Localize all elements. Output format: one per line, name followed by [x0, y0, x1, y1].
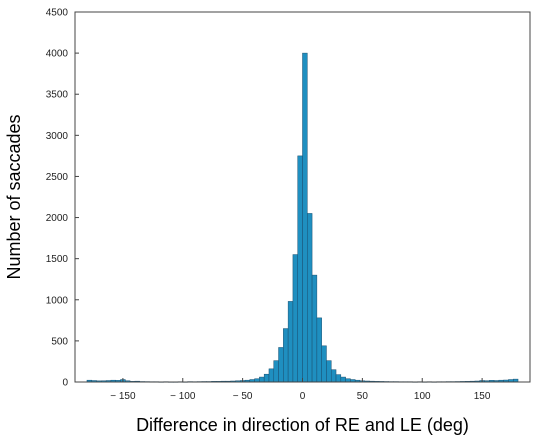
x-tick-label: 50 [357, 391, 369, 402]
y-tick-label: 2500 [46, 172, 69, 183]
y-axis-ticks: 0 500 1000 1500 2000 2500 3000 3500 4000 4500 [46, 8, 79, 389]
histogram-bar [335, 374, 342, 383]
histogram-bar [263, 373, 270, 383]
y-tick-label: 4500 [46, 8, 69, 19]
histogram-bar [316, 317, 322, 383]
histogram-bars [86, 52, 519, 383]
y-axis-label: Number of saccades [4, 114, 24, 279]
histogram-bar [321, 345, 327, 383]
y-tick-label: 0 [62, 378, 68, 389]
x-tick-label: 150 [474, 391, 491, 402]
histogram-bar [268, 368, 275, 383]
histogram-bar [307, 213, 313, 383]
histogram-bar [326, 360, 332, 383]
histogram-bar [302, 52, 308, 383]
histogram-bar [273, 360, 279, 383]
y-tick-label: 3000 [46, 131, 69, 142]
y-tick-label: 1000 [46, 295, 69, 306]
histogram-bar [292, 254, 298, 383]
histogram-bar [278, 347, 284, 383]
histogram-bar [311, 274, 318, 383]
y-tick-label: 2000 [46, 213, 69, 224]
x-tick-label: 100 [414, 391, 431, 402]
histogram-bar [283, 328, 289, 383]
y-tick-label: 500 [51, 336, 68, 347]
y-tick-label: 4000 [46, 49, 69, 60]
histogram-bar [297, 155, 303, 383]
histogram-bar [259, 376, 265, 383]
x-tick-label: − 100 [170, 391, 196, 402]
x-tick-label: − 150 [110, 391, 136, 402]
y-tick-label: 1500 [46, 254, 69, 265]
x-tick-label: 0 [300, 391, 306, 402]
x-axis-label: Difference in direction of RE and LE (de… [136, 415, 469, 435]
x-axis-ticks: − 150 − 100 − 50 0 50 100 150 [110, 378, 491, 402]
x-tick-label: − 50 [233, 391, 253, 402]
y-tick-label: 3500 [46, 90, 69, 101]
histogram-bar [340, 376, 346, 383]
histogram-bar [330, 369, 337, 383]
histogram-bar [287, 301, 294, 383]
